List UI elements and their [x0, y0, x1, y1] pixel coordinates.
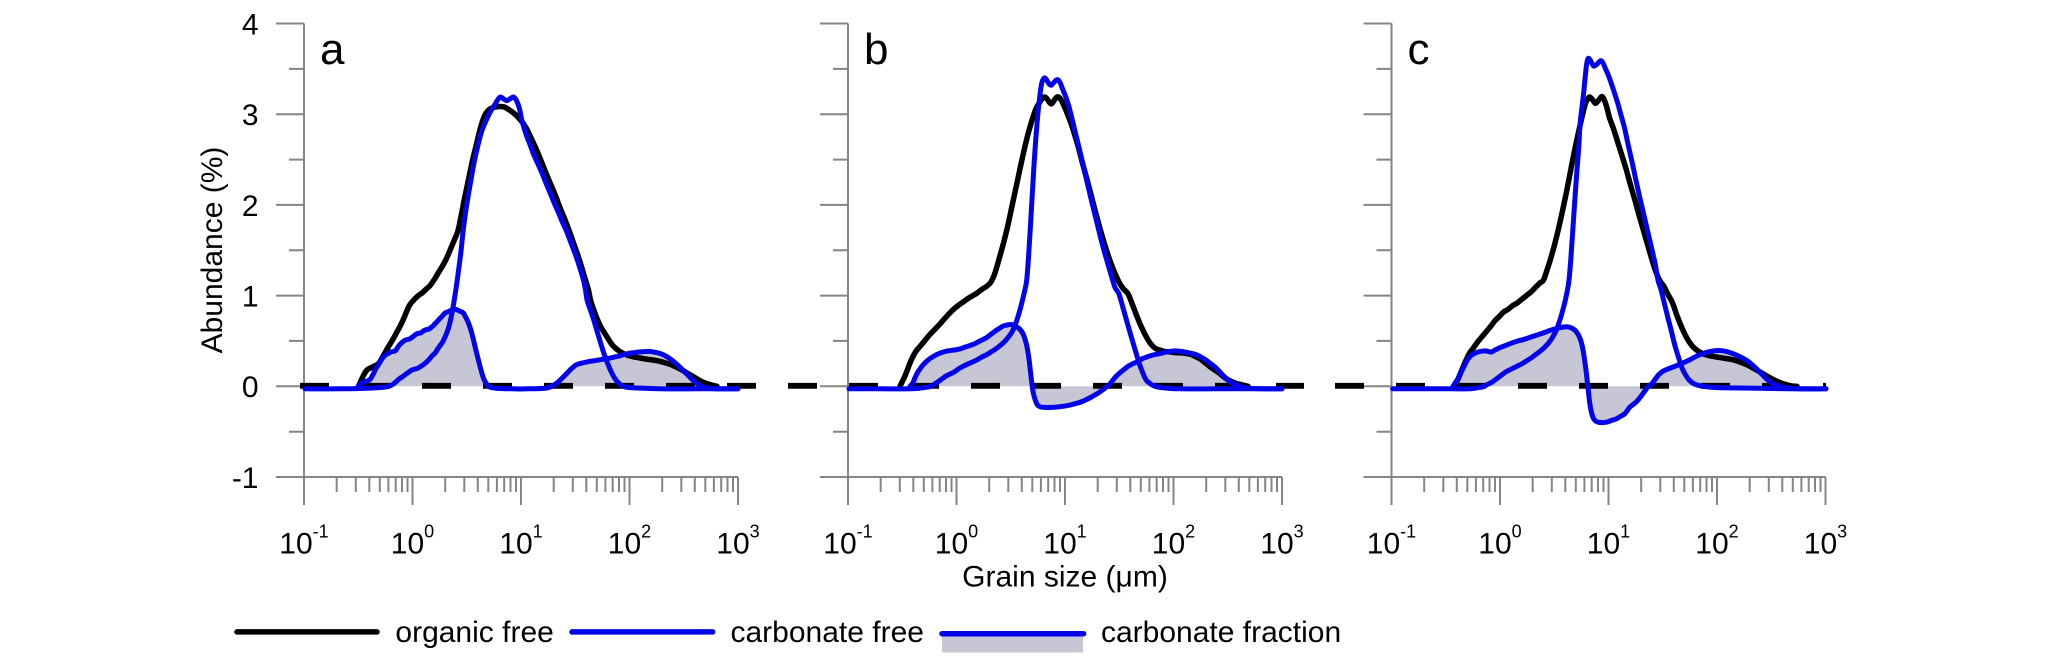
svg-text:2: 2 — [242, 190, 259, 223]
svg-text:101: 101 — [499, 522, 542, 561]
svg-text:carbonate fraction: carbonate fraction — [1101, 616, 1341, 649]
svg-text:103: 103 — [716, 522, 759, 561]
svg-text:10-1: 10-1 — [823, 522, 872, 561]
svg-text:organic free: organic free — [395, 616, 553, 649]
svg-text:100: 100 — [1478, 522, 1521, 561]
svg-text:Abundance (%): Abundance (%) — [196, 147, 229, 354]
svg-text:102: 102 — [608, 522, 651, 561]
svg-text:103: 103 — [1260, 522, 1303, 561]
svg-text:-1: -1 — [232, 462, 259, 495]
svg-text:1: 1 — [242, 281, 259, 314]
svg-text:10-1: 10-1 — [279, 522, 328, 561]
svg-text:carbonate free: carbonate free — [731, 616, 924, 649]
svg-text:10-1: 10-1 — [1367, 522, 1416, 561]
svg-text:102: 102 — [1695, 522, 1738, 561]
svg-text:4: 4 — [242, 8, 259, 41]
svg-text:a: a — [320, 25, 345, 74]
svg-text:3: 3 — [242, 99, 259, 132]
svg-text:101: 101 — [1043, 522, 1086, 561]
svg-text:c: c — [1408, 25, 1430, 74]
svg-text:103: 103 — [1804, 522, 1847, 561]
svg-text:101: 101 — [1587, 522, 1630, 561]
svg-text:100: 100 — [391, 522, 434, 561]
svg-text:100: 100 — [935, 522, 978, 561]
svg-text:Grain size (μm): Grain size (μm) — [962, 561, 1168, 594]
svg-text:102: 102 — [1152, 522, 1195, 561]
svg-text:0: 0 — [242, 371, 259, 404]
svg-text:b: b — [864, 25, 888, 74]
